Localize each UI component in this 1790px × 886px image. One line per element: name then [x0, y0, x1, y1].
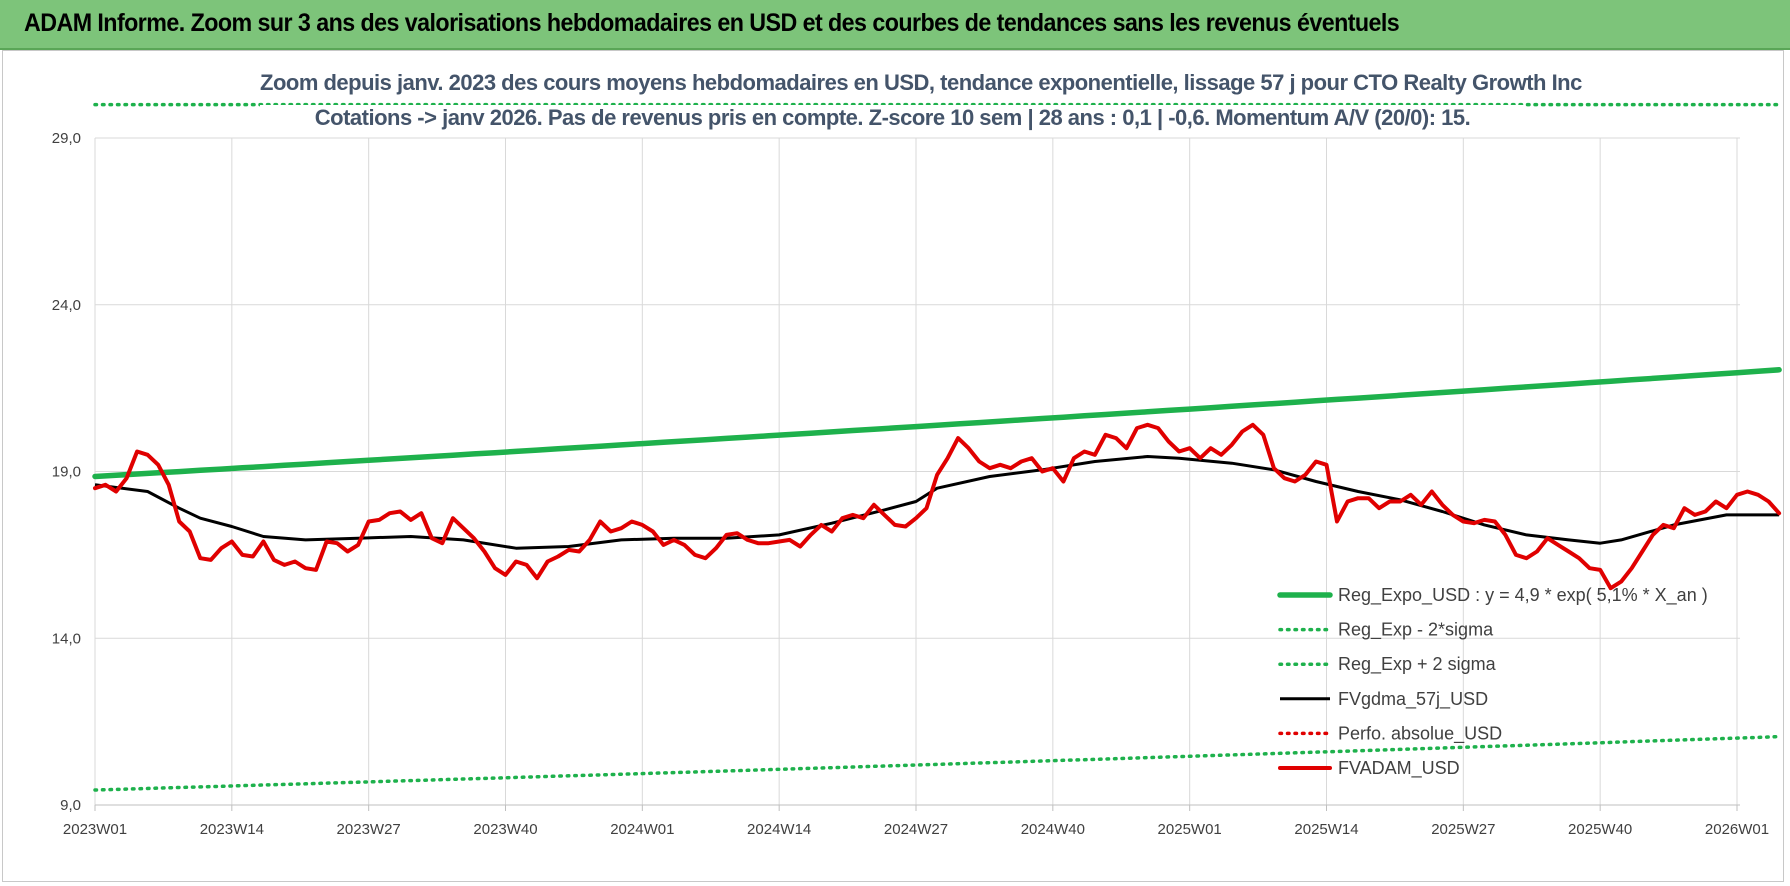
- x-tick-label: 2023W14: [200, 821, 264, 838]
- y-tick-label: 14,0: [52, 630, 81, 647]
- x-tick-label: 2026W01: [1705, 821, 1769, 838]
- legend-label-3: FVgdma_57j_USD: [1338, 689, 1488, 710]
- legend: Reg_Expo_USD : y = 4,9 * exp( 5,1% * X_a…: [1277, 585, 1708, 779]
- x-tick-label: 2025W40: [1568, 821, 1632, 838]
- y-axis: 9,0 14,0 19,0 24,0 29,0: [52, 130, 81, 814]
- series-line-1: [93, 734, 1781, 792]
- legend-label-4: Perfo. absolue_USD: [1338, 723, 1502, 744]
- report-banner: ADAM Informe. Zoom sur 3 ans des valoris…: [0, 0, 1790, 50]
- y-tick-label: 9,0: [60, 797, 81, 814]
- x-tick-label: 2025W27: [1431, 821, 1495, 838]
- chart-frame: [2, 50, 1784, 882]
- y-tick-label: 19,0: [52, 464, 81, 481]
- series-line-3: [94, 455, 1780, 550]
- x-axis: 2023W01 2023W14 2023W27 2023W40 2024W01 2024W…: [63, 804, 1769, 838]
- legend-label-1: Reg_Exp - 2*sigma: [1338, 620, 1494, 641]
- legend-label-5: FVADAM_USD: [1338, 758, 1460, 779]
- x-tick-label: 2024W14: [747, 821, 811, 838]
- y-tick-label: 24,0: [52, 297, 81, 314]
- y-tick-label: 29,0: [52, 130, 81, 147]
- x-tick-label: 2025W01: [1158, 821, 1222, 838]
- x-tick-label: 2024W01: [610, 821, 674, 838]
- report-title: ADAM Informe. Zoom sur 3 ans des valoris…: [24, 9, 1400, 37]
- chart-title-line2: Cotations -> janv 2026. Pas de revenus p…: [260, 105, 1525, 131]
- grid-lines: [94, 137, 1740, 806]
- x-tick-label: 2025W14: [1294, 821, 1358, 838]
- x-tick-label: 2024W40: [1021, 821, 1085, 838]
- x-tick-label: 2024W27: [884, 821, 948, 838]
- legend-label-0: Reg_Expo_USD : y = 4,9 * exp( 5,1% * X_a…: [1338, 585, 1708, 606]
- chart-title-line1: Zoom depuis janv. 2023 des cours moyens …: [260, 70, 1582, 96]
- x-tick-label: 2023W40: [473, 821, 537, 838]
- series-lines: [92, 102, 1782, 792]
- x-tick-label: 2023W27: [337, 821, 401, 838]
- x-tick-label: 2023W01: [63, 821, 127, 838]
- series-line-0: [92, 367, 1782, 480]
- legend-label-2: Reg_Exp + 2 sigma: [1338, 654, 1497, 675]
- series-line-5: [93, 422, 1782, 591]
